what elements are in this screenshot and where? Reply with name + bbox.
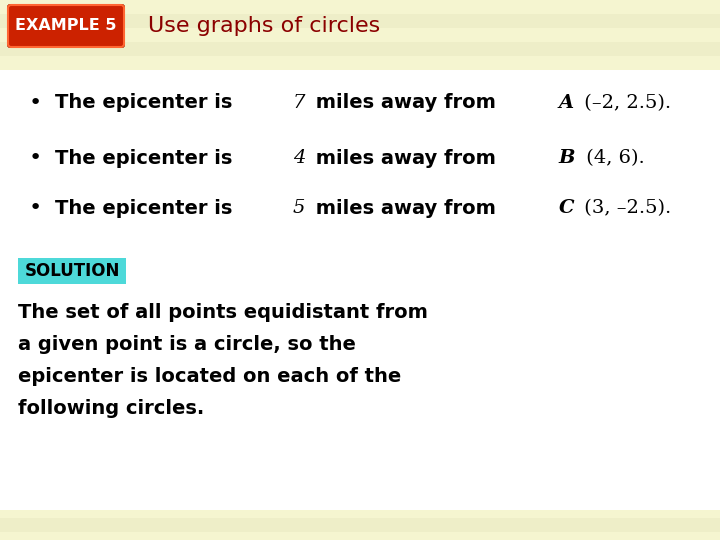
Bar (0, 14, 720, 28)
Text: a given point is a circle, so the: a given point is a circle, so the (18, 334, 356, 354)
Text: (3, –2.5).: (3, –2.5). (578, 199, 672, 217)
Bar (18, 258, 126, 284)
FancyBboxPatch shape (8, 5, 124, 47)
Text: B: B (559, 149, 575, 167)
Text: 7: 7 (292, 94, 305, 112)
Bar (0, 0, 720, 14)
Bar (0, 42, 720, 56)
Bar (0, 266, 720, 280)
Bar (0, 168, 720, 182)
Bar (0, 448, 720, 462)
Bar (0, 322, 720, 336)
Text: Use graphs of circles: Use graphs of circles (148, 16, 380, 36)
Bar (0, 28, 720, 42)
Text: The set of all points equidistant from: The set of all points equidistant from (18, 302, 428, 321)
Bar (0, 84, 720, 98)
Text: SOLUTION: SOLUTION (24, 262, 120, 280)
Bar (0, 224, 720, 238)
Text: epicenter is located on each of the: epicenter is located on each of the (18, 367, 401, 386)
Bar (0, 196, 720, 210)
Bar (0, 182, 720, 196)
Bar (0, 434, 720, 448)
Text: •: • (28, 93, 42, 113)
Bar (0, 0, 720, 14)
Bar (0, 280, 720, 294)
Text: The epicenter is: The epicenter is (55, 93, 239, 112)
Bar (0, 518, 720, 532)
Text: miles away from: miles away from (309, 148, 502, 167)
Bar (0, 420, 720, 434)
Text: (4, 6).: (4, 6). (580, 149, 644, 167)
Bar (0, 350, 720, 364)
Text: following circles.: following circles. (18, 399, 204, 417)
Bar (0, 70, 720, 84)
Bar (0, 0, 720, 52)
Bar (0, 56, 720, 70)
Text: miles away from: miles away from (309, 199, 502, 218)
Bar (0, 126, 720, 140)
Text: A: A (559, 94, 574, 112)
Bar (0, 504, 720, 518)
Text: •: • (28, 198, 42, 218)
Bar (0, 42, 720, 56)
Bar (0, 98, 720, 112)
Bar (0, 308, 720, 322)
Bar (0, 294, 720, 308)
Bar (0, 52, 720, 510)
Bar (0, 364, 720, 378)
Bar (0, 252, 720, 266)
Text: The epicenter is: The epicenter is (55, 148, 239, 167)
Bar (0, 56, 720, 70)
Text: (–2, 2.5).: (–2, 2.5). (578, 94, 671, 112)
Text: 5: 5 (292, 199, 305, 217)
Bar (0, 140, 720, 154)
Bar (0, 28, 720, 42)
Bar (0, 378, 720, 392)
Text: EXAMPLE 5: EXAMPLE 5 (15, 18, 117, 33)
Bar (0, 14, 720, 28)
Text: •: • (28, 148, 42, 168)
Bar (0, 476, 720, 490)
Text: 4: 4 (292, 149, 305, 167)
Bar (0, 210, 720, 224)
Bar (0, 336, 720, 350)
Bar (0, 112, 720, 126)
Bar (0, 238, 720, 252)
Bar (0, 490, 720, 504)
FancyBboxPatch shape (7, 4, 125, 48)
Bar (0, 392, 720, 406)
Bar (0, 154, 720, 168)
Bar (0, 462, 720, 476)
Bar (0, 532, 720, 540)
Bar (0, 406, 720, 420)
Text: miles away from: miles away from (309, 93, 502, 112)
Text: The epicenter is: The epicenter is (55, 199, 239, 218)
Text: C: C (559, 199, 574, 217)
